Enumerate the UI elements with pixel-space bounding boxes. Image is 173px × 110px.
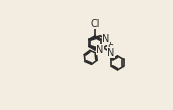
Text: S: S	[107, 44, 113, 54]
Text: N: N	[107, 48, 115, 58]
Text: N: N	[102, 34, 110, 44]
Text: Cl: Cl	[90, 19, 100, 29]
Text: N: N	[96, 45, 104, 55]
